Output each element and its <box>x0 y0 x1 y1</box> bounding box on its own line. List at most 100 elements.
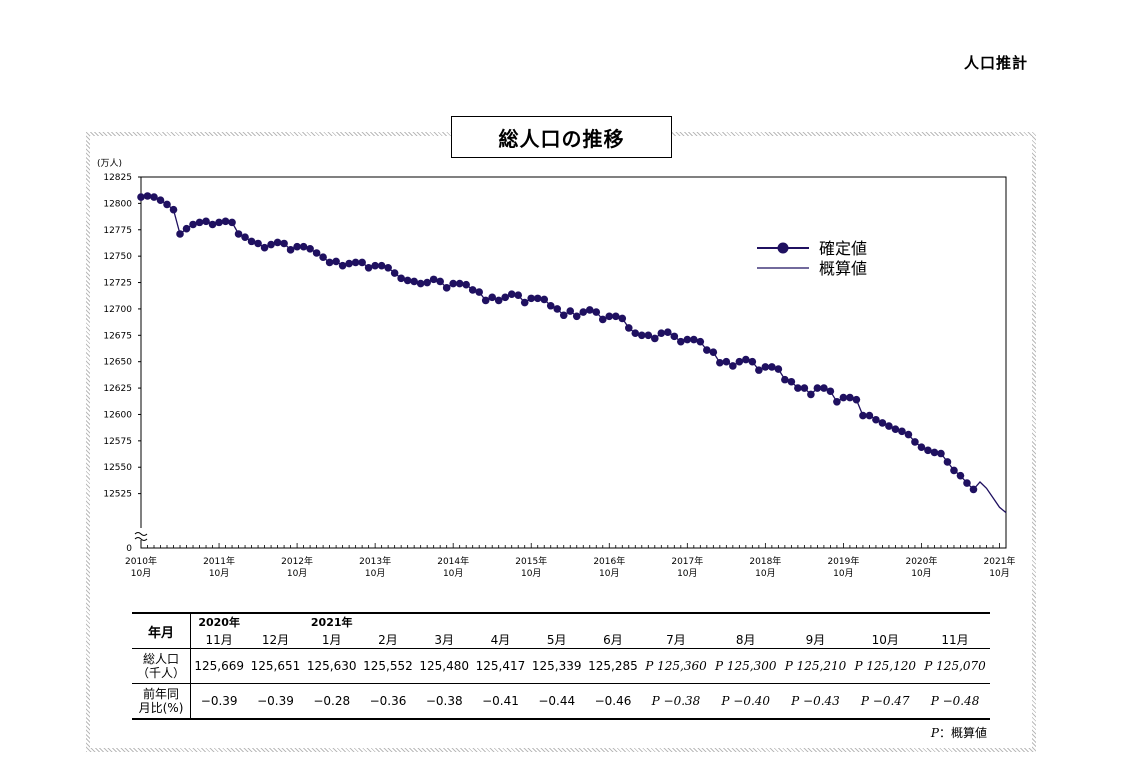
table-year-row: 年月 2020年 2021年 <box>132 612 990 649</box>
year-cell <box>920 612 990 630</box>
change-row-cell: −0.41 <box>472 683 529 720</box>
data-point <box>208 220 217 229</box>
data-point <box>338 261 347 270</box>
year-cell <box>359 612 417 630</box>
x-tick-month-label: 10月 <box>443 568 463 579</box>
data-point <box>839 393 848 402</box>
month-label: 4月 <box>490 632 511 647</box>
data-point <box>527 294 536 303</box>
data-point <box>540 295 549 304</box>
data-point <box>735 357 744 366</box>
data-point <box>182 224 191 233</box>
data-point <box>475 288 483 296</box>
data-point <box>963 479 971 487</box>
data-point <box>826 387 835 396</box>
page-header-label: 人口推計 <box>963 54 1028 72</box>
data-point <box>611 312 620 321</box>
data-point <box>481 296 490 305</box>
cell-value: −0.36 <box>369 694 407 708</box>
year-cell <box>472 612 529 630</box>
legend-label-provisional: 概算値 <box>819 259 867 278</box>
cell-value: −0.41 <box>482 694 519 708</box>
data-point <box>891 425 900 434</box>
data-point <box>774 365 783 373</box>
month-cell: 12月 <box>247 630 303 649</box>
data-point <box>260 243 269 252</box>
cell-value: 125,210 <box>796 659 847 673</box>
cell-value: −0.47 <box>872 694 910 708</box>
provisional-mark: P <box>714 659 724 673</box>
y-tick-label: 12775 <box>103 226 132 236</box>
data-point <box>722 357 731 366</box>
data-point <box>351 258 360 267</box>
data-point <box>436 277 444 286</box>
x-tick-month-label: 10月 <box>287 568 307 579</box>
data-point <box>677 337 685 346</box>
year-cell <box>247 612 304 630</box>
data-point <box>618 314 627 323</box>
data-point <box>742 355 750 364</box>
data-point <box>807 390 815 399</box>
cell-value: 125,339 <box>531 659 582 673</box>
year-cell <box>850 612 921 630</box>
population-table: 年月 2020年 2021年 11月 12月 1月 2月 3月 4月 5月 6月 7月 8月 9月 10月 1… <box>132 612 990 720</box>
table-month-row: 11月 12月 1月 2月 3月 4月 5月 6月 7月 8月 9月 10月 11月 <box>132 630 990 649</box>
x-tick-year-label: 2013年 <box>359 555 391 567</box>
y-tick-label: 12675 <box>103 331 132 341</box>
year-cell <box>710 612 781 630</box>
data-point <box>332 257 340 266</box>
provisional-note: P：概算値 <box>931 724 987 741</box>
change-row-cell: P −0.48 <box>920 683 990 720</box>
data-point <box>813 384 822 392</box>
population-row-cell: 125,630 <box>303 648 360 684</box>
year-cell: 2021年 <box>303 612 360 630</box>
x-tick-year-label: 2021年 <box>984 555 1016 567</box>
cell-value: −0.38 <box>425 694 463 708</box>
month-label: 9月 <box>805 632 826 647</box>
y-tick-label: 12625 <box>103 384 132 394</box>
data-point <box>624 324 633 332</box>
data-point <box>930 448 939 457</box>
data-point <box>325 258 334 267</box>
data-point <box>911 438 919 446</box>
change-row-cell: −0.46 <box>584 683 642 720</box>
y-tick-label: 12650 <box>103 358 132 368</box>
y-zero-label: 0 <box>126 544 132 554</box>
data-point <box>221 217 230 226</box>
y-tick-label: 12550 <box>103 463 132 473</box>
data-point <box>520 298 529 307</box>
month-label: 8月 <box>735 632 756 647</box>
change-row-cell: P −0.43 <box>780 683 851 720</box>
change-row: 前年同 月比(%) −0.39 −0.39 −0.28 −0.36 −0.38 −0.41 −0… <box>132 683 990 720</box>
cell-value: 125,300 <box>726 659 777 673</box>
data-point <box>781 375 789 384</box>
data-point <box>377 261 386 270</box>
month-cell: 6月 <box>585 630 641 649</box>
y-tick-label: 12800 <box>103 199 132 209</box>
data-point <box>598 315 607 324</box>
data-point <box>852 395 861 404</box>
month-cell: 8月 <box>711 630 781 649</box>
note-text: ：概算値 <box>938 726 987 740</box>
month-cell: 7月 <box>641 630 711 649</box>
data-point <box>319 253 327 262</box>
legend-label-confirmed: 確定値 <box>819 239 867 258</box>
data-point <box>215 218 223 227</box>
x-tick-year-label: 2020年 <box>905 555 937 567</box>
row-header-line: 月比(%) <box>138 701 184 715</box>
y-tick-label: 12750 <box>103 252 132 262</box>
data-point <box>800 384 809 392</box>
data-point <box>312 249 321 257</box>
x-tick-month-label: 10月 <box>599 568 619 579</box>
row-header-line: （千人） <box>136 666 185 680</box>
data-point <box>696 337 705 346</box>
x-tick-year-label: 2010年 <box>125 555 157 567</box>
x-tick-month-label: 10月 <box>755 568 775 579</box>
data-point <box>254 239 262 248</box>
population-row-header: 総人口 （千人） <box>132 648 191 684</box>
x-tick-month-label: 10月 <box>365 568 385 579</box>
x-tick-month-label: 10月 <box>131 568 151 579</box>
data-point <box>442 284 451 292</box>
cell-value: 125,630 <box>306 659 357 673</box>
